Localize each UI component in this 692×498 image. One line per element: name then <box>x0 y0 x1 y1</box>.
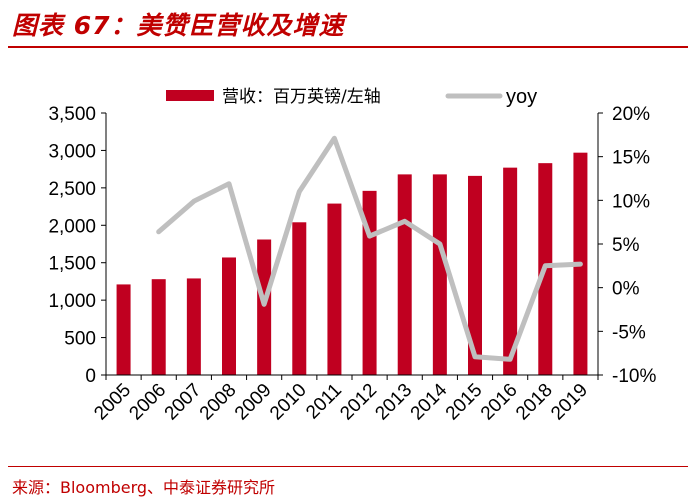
right-tick-label: -5% <box>612 322 646 343</box>
left-tick-label: 2,000 <box>48 216 96 237</box>
left-tick-label: 0 <box>85 366 96 387</box>
revenue-bar <box>397 174 412 375</box>
left-axis-ticks: 0 500 1,000 1,500 2,000 2,500 3,000 3,500 <box>48 104 106 387</box>
source-note: 来源：Bloomberg、中泰证券研究所 <box>12 478 276 497</box>
revenue-bar <box>116 284 131 375</box>
yoy-line <box>156 135 583 362</box>
axes <box>105 113 599 376</box>
footer-divider <box>8 466 688 467</box>
left-tick-label: 3,000 <box>48 141 96 162</box>
left-tick-label: 500 <box>64 329 96 350</box>
x-tick-label: 2019 <box>547 380 592 425</box>
x-axis-ticks: 2005200620072008200920102011201220132014… <box>90 375 599 425</box>
x-tick-label: 2014 <box>407 379 452 424</box>
x-tick-label: 2006 <box>126 380 171 425</box>
left-tick-label: 1,000 <box>48 291 96 312</box>
right-tick-label: 0% <box>612 279 640 300</box>
yoy-series <box>156 135 583 362</box>
left-tick-label: 3,500 <box>48 104 96 125</box>
x-tick-label: 2011 <box>302 380 346 424</box>
x-tick-label: 2013 <box>372 380 417 425</box>
legend-line-label: yoy <box>506 86 537 108</box>
x-tick-label: 2010 <box>266 380 311 425</box>
revenue-bar <box>222 257 236 375</box>
page-title: 图表 67：美赞臣营收及增速 <box>12 11 345 40</box>
legend-bar-swatch <box>166 90 214 101</box>
x-tick-label: 2007 <box>161 380 206 425</box>
right-tick-label: 20% <box>612 104 650 125</box>
title-divider <box>8 46 688 48</box>
right-tick-label: -10% <box>612 366 656 387</box>
revenue-bar <box>468 175 482 375</box>
legend: 营收：百万英镑/左轴 yoy <box>166 86 537 108</box>
legend-bar-label: 营收：百万英镑/左轴 <box>222 87 381 107</box>
x-tick-label: 2018 <box>512 380 557 425</box>
left-tick-label: 1,500 <box>48 254 96 275</box>
right-tick-label: 15% <box>612 148 650 169</box>
revenue-bar <box>186 278 201 375</box>
revenue-bar <box>151 279 166 375</box>
right-axis-ticks: -10% -5% 0% 5% 10% 15% 20% <box>598 104 656 387</box>
revenue-bar <box>292 222 307 375</box>
revenue-bar <box>503 167 518 375</box>
revenue-bar <box>257 239 272 375</box>
left-tick-label: 2,500 <box>48 179 96 200</box>
revenue-bar <box>432 174 447 375</box>
right-tick-label: 10% <box>612 191 650 212</box>
x-tick-label: 2005 <box>90 380 135 425</box>
x-tick-label: 2008 <box>196 380 241 425</box>
x-tick-label: 2012 <box>336 380 381 425</box>
x-tick-label: 2009 <box>231 380 276 425</box>
x-tick-label: 2016 <box>477 380 522 425</box>
revenue-bar <box>327 203 342 375</box>
right-tick-label: 5% <box>612 235 640 256</box>
x-tick-label: 2015 <box>442 380 487 425</box>
